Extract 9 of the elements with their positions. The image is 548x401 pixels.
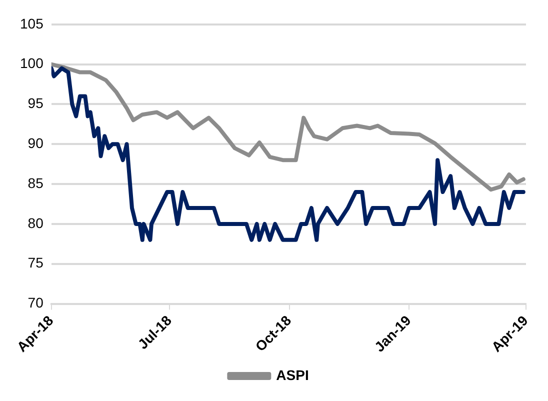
y-tick-label: 100 xyxy=(20,55,44,72)
y-tick-label: 85 xyxy=(28,174,44,191)
y-tick-label: 95 xyxy=(28,95,44,112)
y-tick-label: 70 xyxy=(28,294,44,311)
legend-label: ASPI xyxy=(276,366,309,383)
y-tick-label: 80 xyxy=(28,214,44,231)
y-tick-label: 105 xyxy=(20,15,44,32)
y-tick-label: 90 xyxy=(28,134,44,151)
y-tick-label: 75 xyxy=(28,254,44,271)
